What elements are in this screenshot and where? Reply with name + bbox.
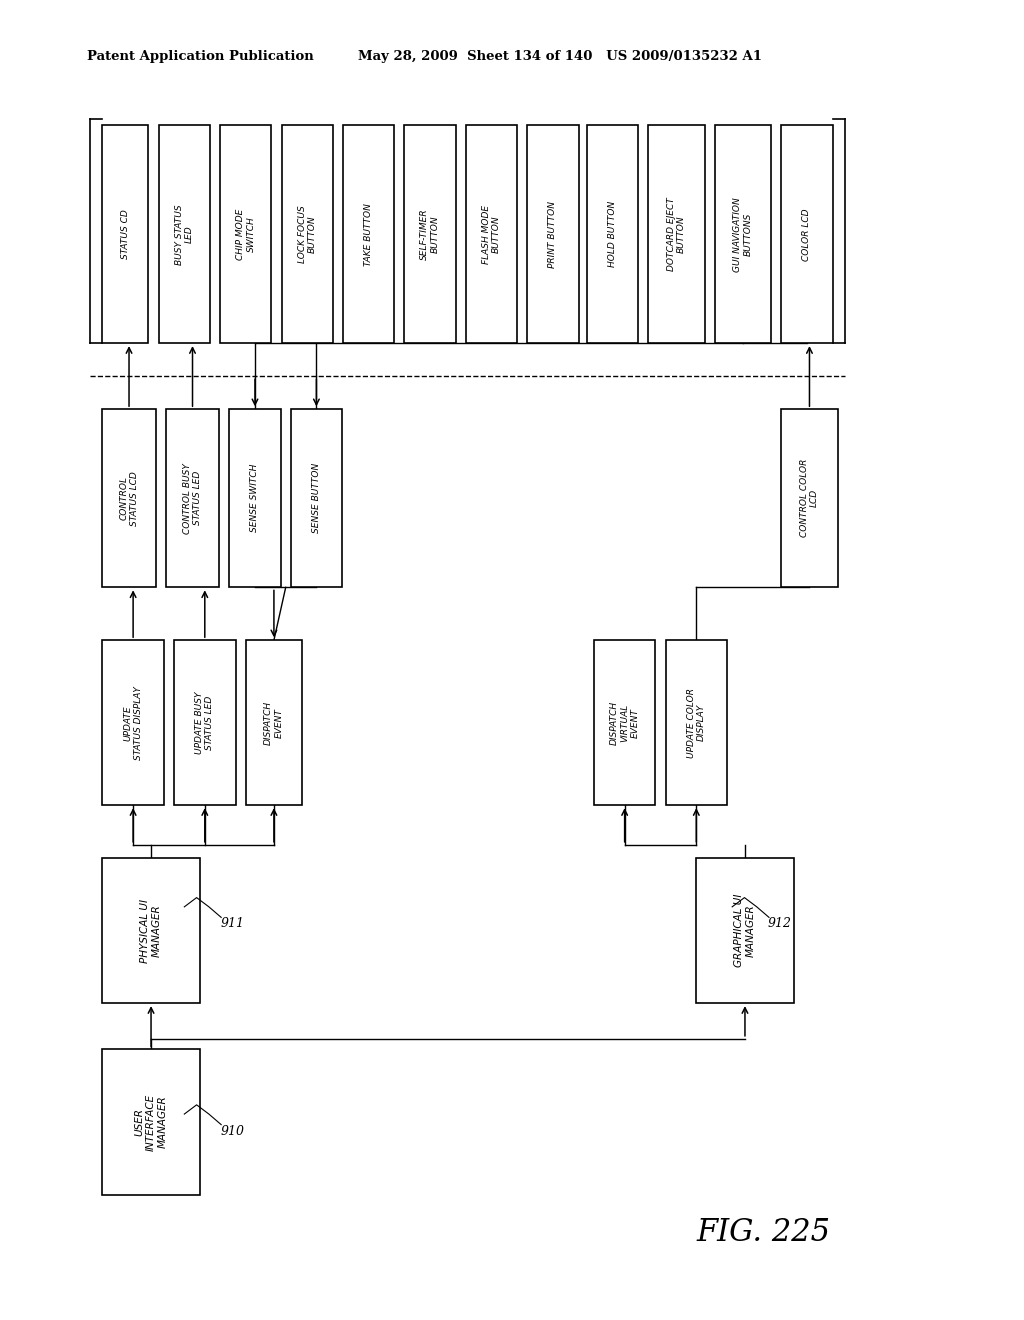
Text: CONTROL COLOR
LCD: CONTROL COLOR LCD [800,459,819,537]
Text: SELF-TIMER
BUTTON: SELF-TIMER BUTTON [421,209,439,260]
Text: BUSY STATUS
LED: BUSY STATUS LED [175,205,194,264]
Bar [246,640,302,805]
Text: PHYSICAL UI
MANAGER: PHYSICAL UI MANAGER [140,899,162,962]
Text: PRINT BUTTON: PRINT BUTTON [549,201,557,268]
Text: CHIP MODE
SWITCH: CHIP MODE SWITCH [237,209,255,260]
Bar [696,858,794,1003]
Text: 911: 911 [220,917,244,931]
Text: DISPATCH
EVENT: DISPATCH EVENT [264,701,284,744]
Bar [102,1049,200,1195]
Bar [174,640,236,805]
Bar [102,640,164,805]
Bar [404,125,456,343]
Text: FIG. 225: FIG. 225 [696,1217,830,1247]
Bar [229,409,281,587]
Bar [594,640,655,805]
Bar [527,125,579,343]
Bar [102,125,148,343]
Bar [666,640,727,805]
Text: DISPATCH
VIRTUAL
EVENT: DISPATCH VIRTUAL EVENT [609,701,640,744]
Text: FLASH MODE
BUTTON: FLASH MODE BUTTON [482,205,501,264]
Bar [781,125,833,343]
Bar [343,125,394,343]
Text: Patent Application Publication: Patent Application Publication [87,50,313,63]
Text: COLOR LCD: COLOR LCD [803,209,811,260]
Bar [291,409,342,587]
Bar [781,409,838,587]
Text: LOCK FOCUS
BUTTON: LOCK FOCUS BUTTON [298,206,316,263]
Text: SENSE SWITCH: SENSE SWITCH [251,465,259,532]
Bar [648,125,705,343]
Text: USER
INTERFACE
MANAGER: USER INTERFACE MANAGER [134,1093,168,1151]
Text: STATUS CD: STATUS CD [121,210,130,259]
Bar [587,125,638,343]
Bar [282,125,333,343]
Bar [166,409,219,587]
Text: May 28, 2009  Sheet 134 of 140   US 2009/0135232 A1: May 28, 2009 Sheet 134 of 140 US 2009/01… [358,50,763,63]
Text: UPDATE
STATUS DISPLAY: UPDATE STATUS DISPLAY [124,686,142,759]
Text: GUI NAVIGATION
BUTTONS: GUI NAVIGATION BUTTONS [733,197,753,272]
Text: TAKE BUTTON: TAKE BUTTON [365,203,373,265]
Text: UPDATE BUSY
STATUS LED: UPDATE BUSY STATUS LED [196,692,214,754]
Text: SENSE BUTTON: SENSE BUTTON [312,463,321,533]
Text: GRAPHICAL UI
MANAGER: GRAPHICAL UI MANAGER [734,894,756,968]
Text: HOLD BUTTON: HOLD BUTTON [608,201,616,268]
Text: CONTROL BUSY
STATUS LED: CONTROL BUSY STATUS LED [183,463,202,533]
Bar [102,409,156,587]
Bar [102,858,200,1003]
Bar [466,125,517,343]
Text: DOTCARD EJECT
BUTTON: DOTCARD EJECT BUTTON [667,198,686,271]
Text: CONTROL
STATUS LCD: CONTROL STATUS LCD [120,471,138,525]
Bar [715,125,771,343]
Text: 912: 912 [768,917,792,931]
Text: UPDATE COLOR
DISPLAY: UPDATE COLOR DISPLAY [687,688,706,758]
Bar [220,125,271,343]
Text: 910: 910 [220,1125,244,1138]
Bar [159,125,210,343]
